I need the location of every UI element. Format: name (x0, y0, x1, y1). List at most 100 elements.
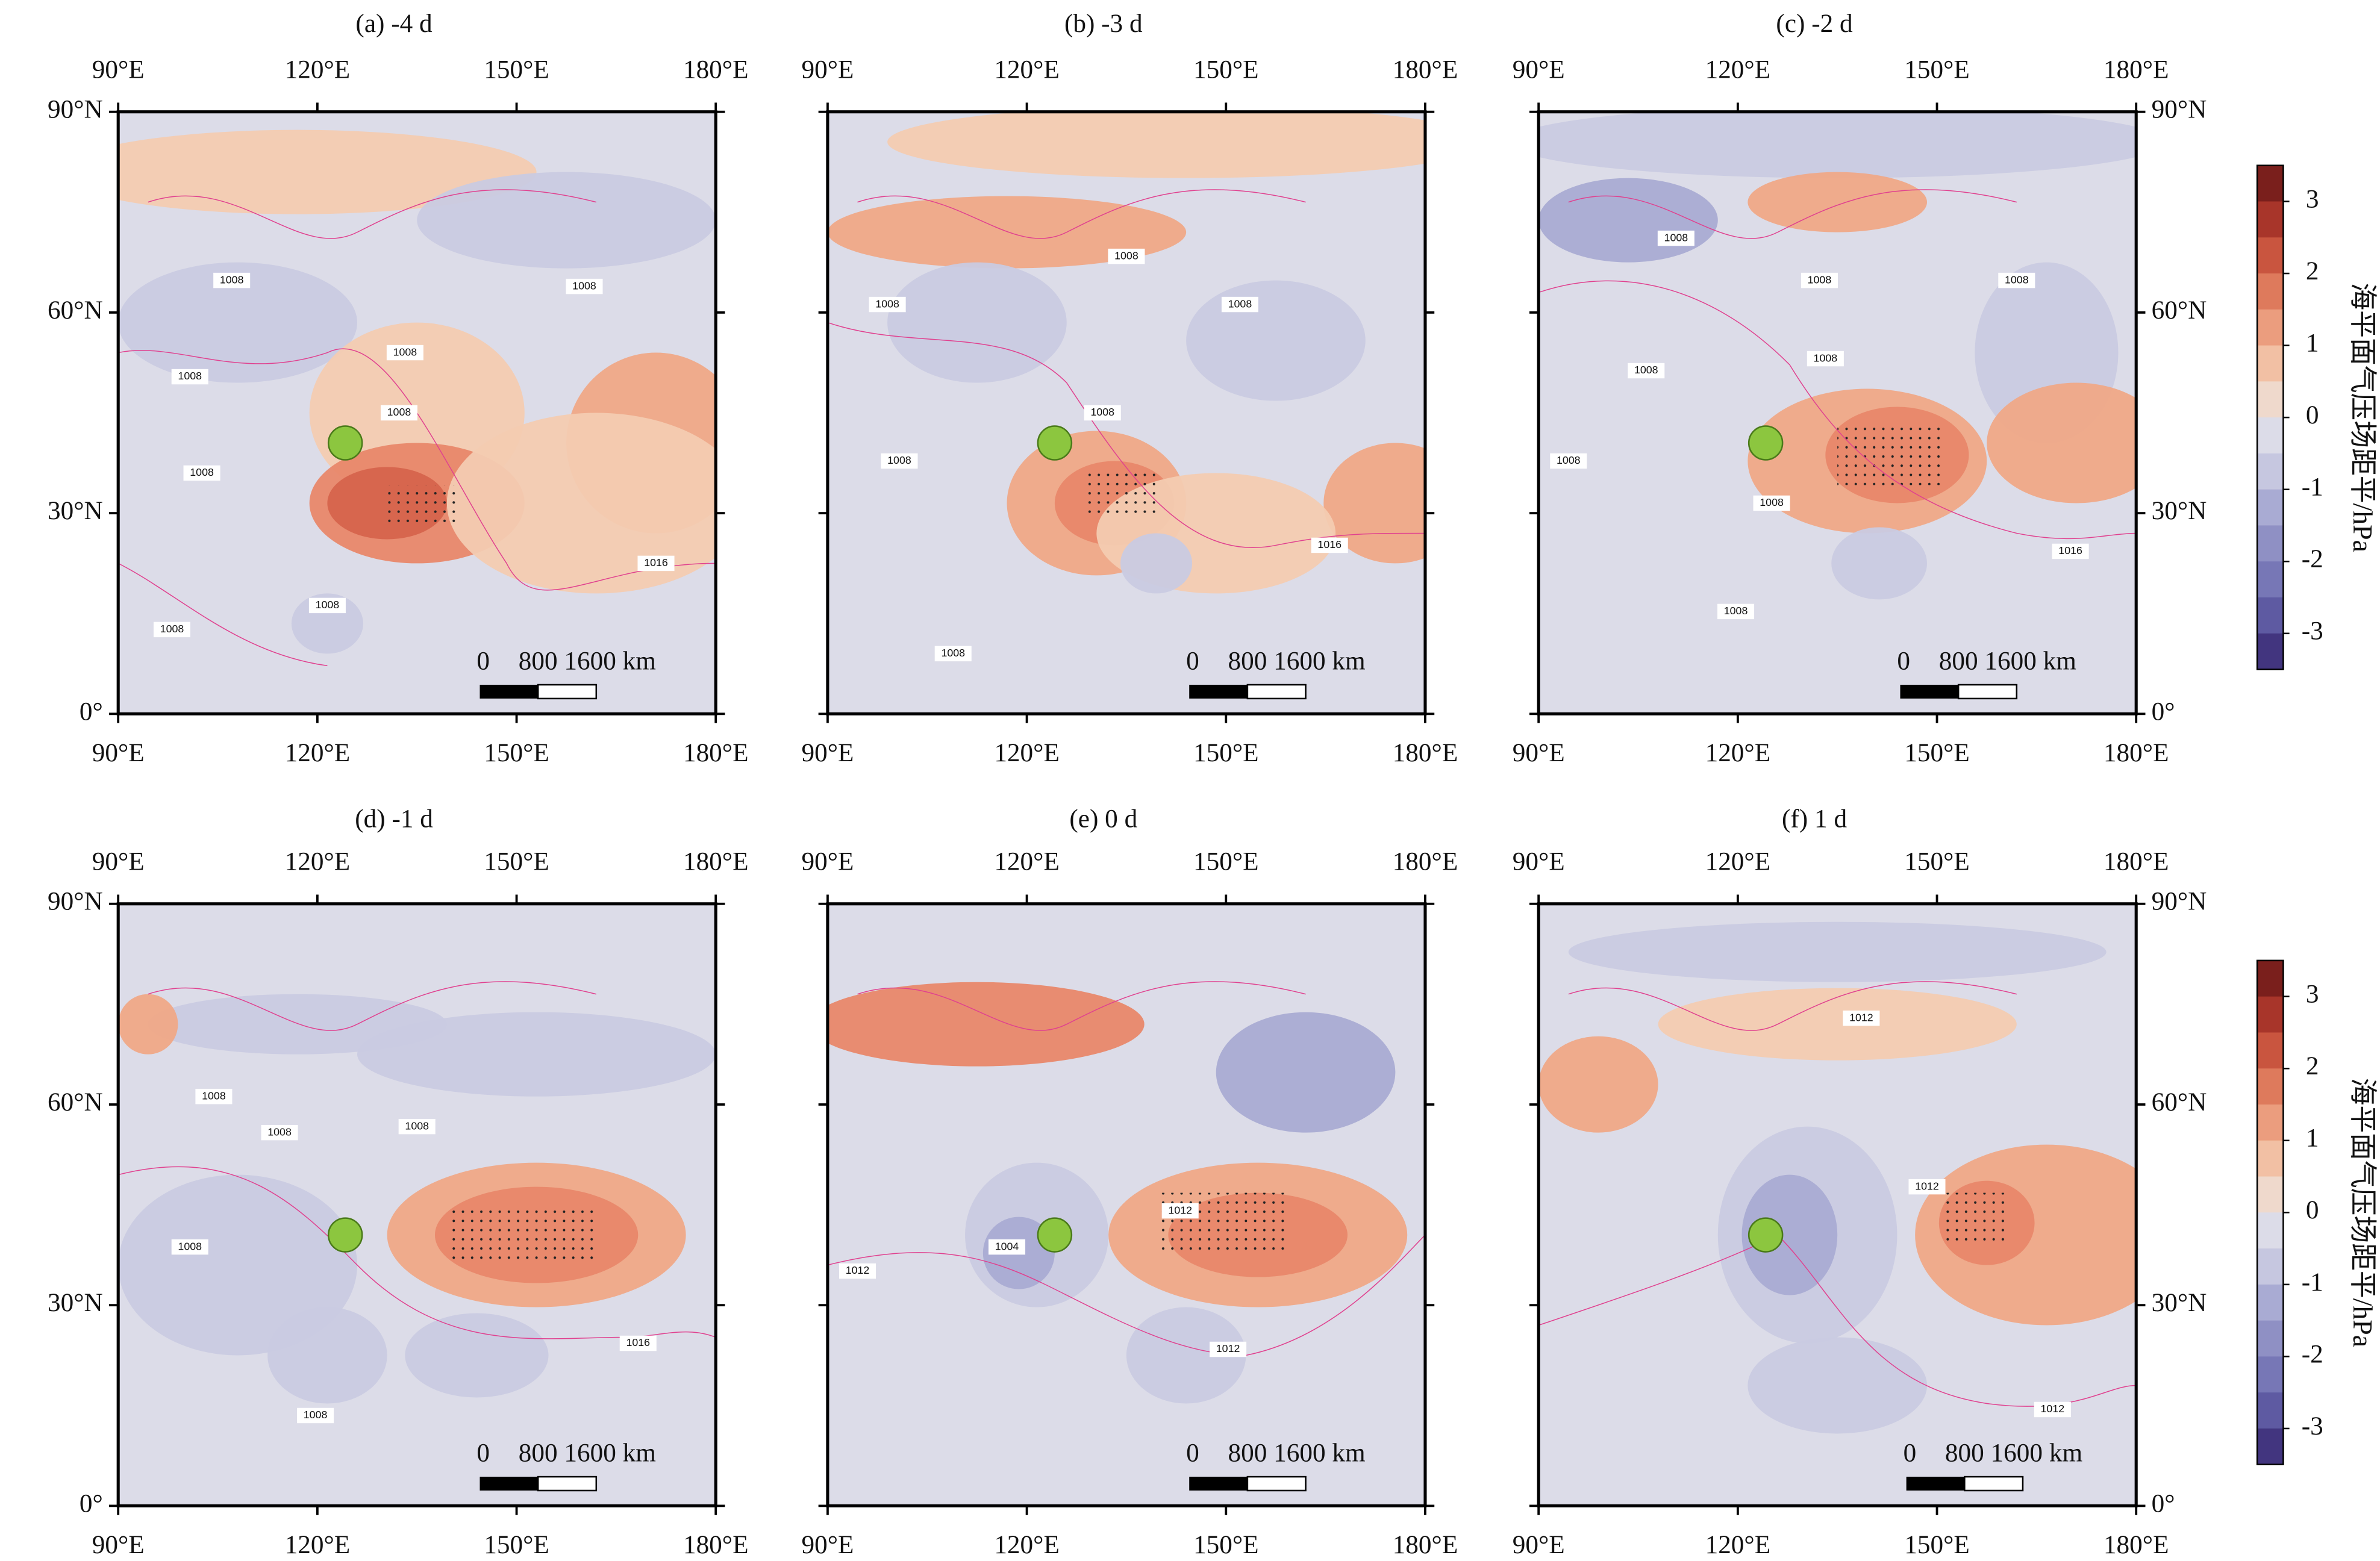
lat-label: 60°N (48, 296, 103, 325)
lat-label: 90°N (48, 887, 103, 916)
contour-label: 1012 (1915, 1180, 1939, 1192)
lon-label: 150°E (1904, 1530, 1970, 1559)
contour-label-box (1998, 272, 2035, 288)
colorbar-segment (2257, 1320, 2284, 1357)
lon-label: 180°E (2104, 1530, 2169, 1559)
contour-label: 1008 (178, 1240, 202, 1252)
map-panel: 1008 1008 1008 1008 1016 1008 0 800 1600 km (d) -… (48, 804, 748, 1559)
contour-label-box (869, 296, 906, 313)
anomaly-area (1538, 1036, 1658, 1133)
lat-label: 30°N (48, 1288, 103, 1317)
contour-label-box (183, 465, 220, 481)
contour-label-box (1717, 603, 1755, 620)
lon-label: 120°E (1705, 738, 1771, 767)
contour-label: 1008 (178, 370, 202, 382)
lon-label: 120°E (1705, 1530, 1771, 1559)
contour-label-box (213, 272, 251, 288)
lon-label: 150°E (1193, 55, 1259, 84)
station-marker (1748, 425, 1784, 461)
colorbar-segment (2257, 633, 2284, 670)
contour-label-box (398, 1118, 436, 1135)
map-frame (116, 110, 717, 715)
lon-label: 180°E (1393, 55, 1458, 84)
station-marker (1748, 1217, 1784, 1253)
pressure-contour (1569, 190, 2017, 238)
contour-label-box (1807, 351, 1844, 367)
map-body: 1008 1008 1008 1008 1016 1008 (118, 904, 716, 1506)
contour-label-box (261, 1124, 298, 1141)
lon-label: 180°E (2104, 55, 2169, 84)
scale-bar-label: 800 (519, 646, 558, 675)
anomaly-area (1186, 280, 1366, 401)
anomaly-area (887, 262, 1067, 383)
contour-label-box (171, 369, 208, 385)
contour-label: 1008 (190, 466, 214, 478)
lon-label: 150°E (1904, 55, 1970, 84)
contour-label: 1016 (644, 556, 668, 569)
contour-label-box (637, 555, 675, 572)
pressure-contour (858, 982, 1306, 1030)
significance-stipple (1156, 1192, 1288, 1253)
map-body: 1008 1008 1008 1008 1008 1016 1008 (828, 111, 1425, 714)
lon-label: 120°E (285, 55, 351, 84)
lon-label: 180°E (1393, 1530, 1458, 1559)
contour-label-box (1550, 453, 1587, 469)
colorbar-segment (2257, 309, 2284, 346)
scale-bar-label: 800 (1939, 646, 1978, 675)
colorbar-tick-label: 0 (2306, 400, 2319, 429)
colorbar-segment (2257, 1392, 2284, 1430)
contour-label: 1008 (2005, 273, 2029, 285)
anomaly-area (118, 994, 178, 1055)
lon-label: 150°E (484, 55, 549, 84)
map-panel: 1008 1008 1008 1008 1008 1016 1008 0 800 1600 km (… (801, 9, 1458, 767)
lon-label: 120°E (285, 1530, 351, 1559)
contour-label: 1008 (1760, 496, 1784, 508)
contour-label: 1012 (1849, 1011, 1873, 1023)
scale-bar-label: 800 (1228, 1438, 1267, 1467)
lon-label: 180°E (2104, 738, 2169, 767)
scale-bar-black (479, 685, 539, 699)
colorbar-tick-label: 1 (2306, 1124, 2319, 1153)
scale-bar-label: 1600 km (1273, 646, 1366, 675)
station-marker (327, 1217, 363, 1253)
anomaly-area (1126, 1307, 1246, 1404)
colorbar-segment (2257, 273, 2284, 311)
contour-label-box (297, 1407, 334, 1424)
contour-label-box (566, 278, 603, 294)
anomaly-area (118, 129, 537, 214)
scale-bar-label: 1600 km (1984, 646, 2076, 675)
contour-label: 1008 (572, 279, 596, 291)
contour-label: 1008 (1808, 273, 1832, 285)
lat-label: 30°N (48, 496, 103, 525)
contour-label-box (839, 1263, 876, 1279)
anomaly-area (887, 111, 1425, 178)
anomaly-area (1120, 533, 1193, 594)
scale-bar-label: 1600 km (564, 646, 656, 675)
map-body: 1008 1008 1008 1008 1008 1008 1008 1016 1008 (1538, 111, 2137, 714)
lon-label: 180°E (683, 55, 749, 84)
scale-bar-black (1189, 1477, 1248, 1491)
contour-label: 1008 (887, 454, 911, 466)
contour-label-box (195, 1088, 233, 1105)
lat-label: 90°N (48, 95, 103, 124)
contour-label-box (308, 597, 346, 614)
lon-label: 90°E (801, 55, 854, 84)
colorbar-segment (2257, 1212, 2284, 1250)
colorbar-tick-label: -2 (2302, 1339, 2323, 1368)
contour-label: 1008 (1557, 454, 1581, 466)
colorbar-tick-label: 3 (2306, 184, 2319, 213)
map-body: 1012 1012 1012 (1538, 904, 2137, 1506)
map-frame (826, 902, 1427, 1507)
contour-label-box (2052, 543, 2089, 559)
map-body: 1012 1004 1012 1012 (827, 904, 1425, 1506)
lon-label: 120°E (994, 738, 1060, 767)
scale-bar-label: 800 (519, 1438, 558, 1467)
significance-stipple (387, 485, 459, 528)
pressure-contour (828, 1235, 1425, 1356)
panel-title: (c) -2 d (1776, 9, 1853, 38)
colorbar: 3 2 1 0 -1 -2 -3 海平面气压场距平/hPa (2256, 164, 2378, 670)
lon-label: 150°E (484, 847, 549, 876)
contour-label: 1012 (2041, 1403, 2065, 1415)
map-panel: 1012 1004 1012 1012 0 800 1600 km (e) 0 d 90°E 90… (801, 804, 1458, 1559)
